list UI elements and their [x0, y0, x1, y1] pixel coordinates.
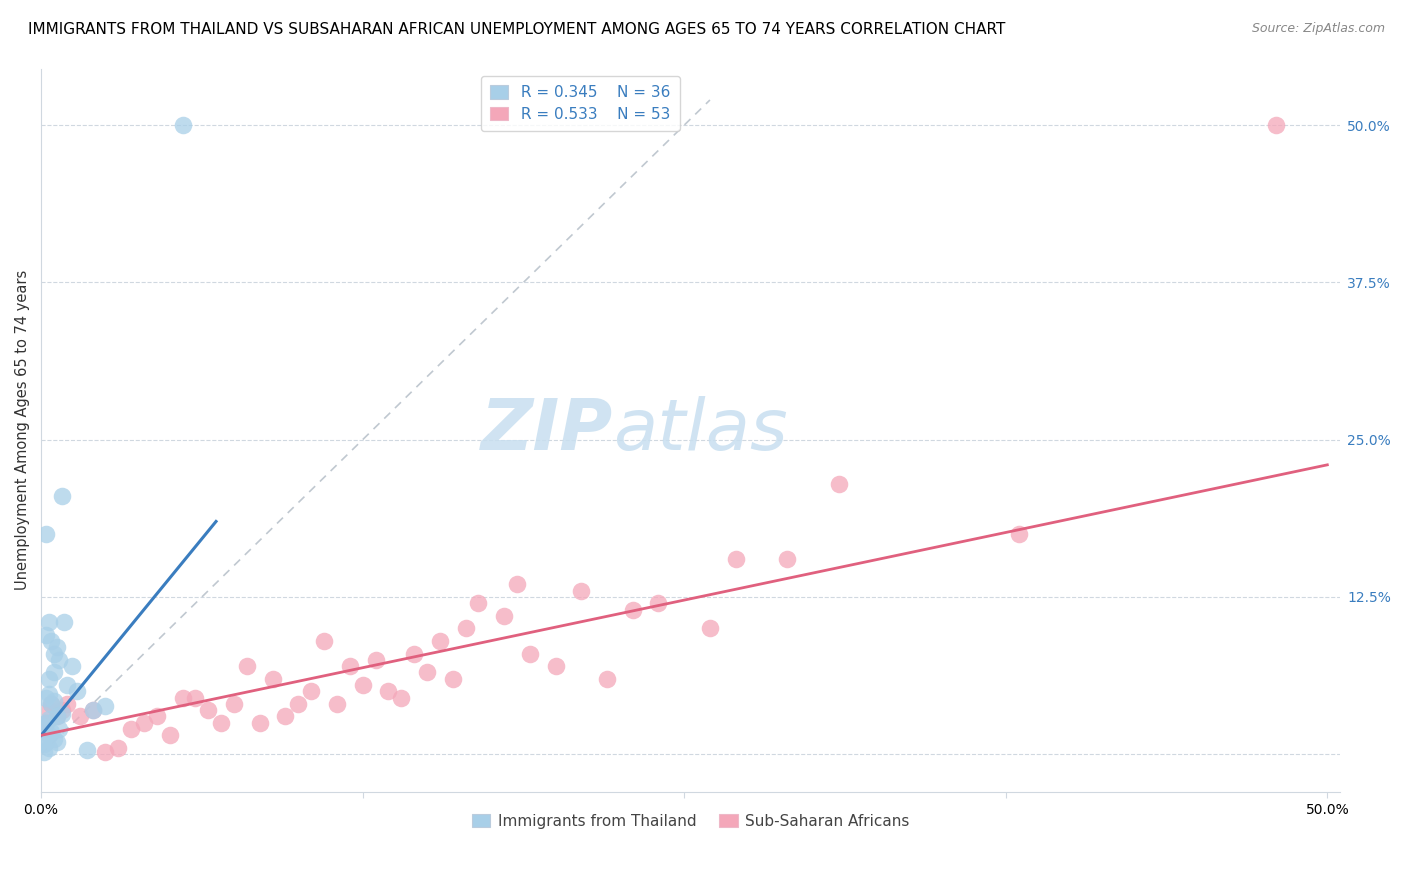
- Point: [41, 634, 63, 648]
- Point: [621, 602, 644, 616]
- Point: [69, 709, 91, 723]
- Point: [172, 118, 194, 132]
- Y-axis label: Unemployment Among Ages 65 to 74 years: Unemployment Among Ages 65 to 74 years: [15, 270, 30, 591]
- Point: [352, 678, 374, 692]
- Point: [35, 628, 58, 642]
- Point: [236, 659, 259, 673]
- Point: [41, 724, 63, 739]
- Point: [441, 672, 464, 686]
- Point: [197, 703, 219, 717]
- Point: [699, 621, 721, 635]
- Point: [299, 684, 322, 698]
- Point: [132, 715, 155, 730]
- Point: [32, 745, 55, 759]
- Point: [38, 712, 60, 726]
- Point: [249, 715, 271, 730]
- Point: [222, 697, 245, 711]
- Point: [32, 722, 55, 736]
- Point: [312, 634, 335, 648]
- Point: [287, 697, 309, 711]
- Point: [51, 703, 73, 717]
- Point: [51, 489, 73, 503]
- Point: [32, 720, 55, 734]
- Text: ZIP: ZIP: [481, 396, 613, 465]
- Point: [364, 653, 387, 667]
- Point: [326, 697, 349, 711]
- Point: [38, 672, 60, 686]
- Point: [544, 659, 567, 673]
- Point: [56, 697, 79, 711]
- Point: [38, 703, 60, 717]
- Point: [1264, 118, 1286, 132]
- Point: [827, 476, 849, 491]
- Point: [262, 672, 284, 686]
- Point: [35, 715, 58, 730]
- Point: [41, 697, 63, 711]
- Point: [94, 745, 117, 759]
- Point: [66, 684, 89, 698]
- Point: [51, 706, 73, 721]
- Point: [1007, 527, 1029, 541]
- Text: atlas: atlas: [613, 396, 787, 465]
- Point: [494, 608, 516, 623]
- Point: [42, 665, 65, 680]
- Point: [274, 709, 297, 723]
- Point: [377, 684, 399, 698]
- Point: [776, 552, 799, 566]
- Point: [60, 659, 83, 673]
- Point: [48, 653, 70, 667]
- Point: [38, 740, 60, 755]
- Point: [45, 640, 67, 655]
- Point: [159, 728, 181, 742]
- Point: [45, 734, 67, 748]
- Point: [724, 552, 747, 566]
- Point: [454, 621, 477, 635]
- Point: [35, 690, 58, 705]
- Point: [569, 583, 592, 598]
- Point: [41, 697, 63, 711]
- Point: [404, 647, 426, 661]
- Point: [42, 732, 65, 747]
- Point: [172, 690, 194, 705]
- Point: [42, 647, 65, 661]
- Point: [184, 690, 207, 705]
- Point: [48, 722, 70, 736]
- Point: [120, 722, 142, 736]
- Point: [53, 615, 76, 629]
- Point: [467, 596, 489, 610]
- Point: [647, 596, 669, 610]
- Point: [35, 734, 58, 748]
- Point: [38, 728, 60, 742]
- Point: [42, 694, 65, 708]
- Point: [32, 737, 55, 751]
- Point: [596, 672, 619, 686]
- Point: [38, 687, 60, 701]
- Text: Source: ZipAtlas.com: Source: ZipAtlas.com: [1251, 22, 1385, 36]
- Point: [82, 703, 104, 717]
- Point: [94, 699, 117, 714]
- Point: [82, 703, 104, 717]
- Point: [45, 709, 67, 723]
- Point: [35, 527, 58, 541]
- Point: [429, 634, 451, 648]
- Point: [416, 665, 439, 680]
- Point: [146, 709, 169, 723]
- Point: [76, 743, 98, 757]
- Text: IMMIGRANTS FROM THAILAND VS SUBSAHARAN AFRICAN UNEMPLOYMENT AMONG AGES 65 TO 74 : IMMIGRANTS FROM THAILAND VS SUBSAHARAN A…: [28, 22, 1005, 37]
- Point: [389, 690, 412, 705]
- Point: [56, 678, 79, 692]
- Legend: Immigrants from Thailand, Sub-Saharan Africans: Immigrants from Thailand, Sub-Saharan Af…: [465, 807, 915, 835]
- Point: [107, 740, 129, 755]
- Point: [35, 715, 58, 730]
- Point: [38, 615, 60, 629]
- Point: [209, 715, 232, 730]
- Point: [45, 709, 67, 723]
- Point: [519, 647, 541, 661]
- Point: [339, 659, 361, 673]
- Point: [506, 577, 529, 591]
